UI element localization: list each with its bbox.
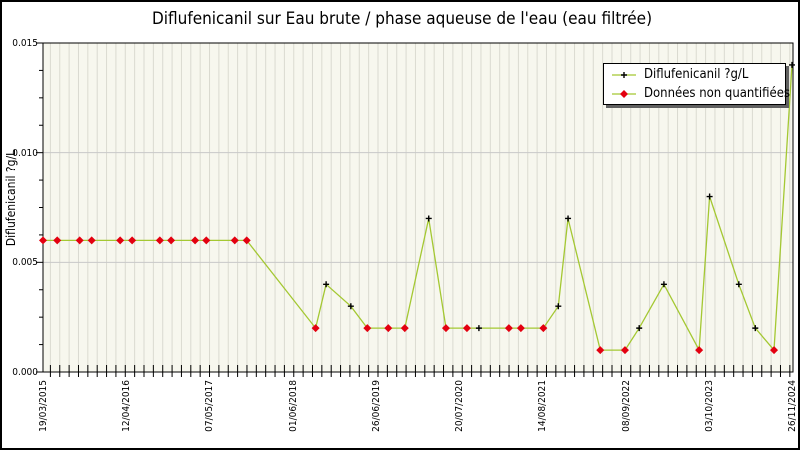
legend-item-non-quantified: Données non quantifiées: [611, 84, 790, 103]
non-quantified-point-marker: [167, 236, 176, 245]
non-quantified-point-marker: [539, 324, 548, 333]
non-quantified-point-marker: [504, 324, 513, 333]
x-tick-label: 19/03/2015: [38, 380, 49, 432]
x-tick-label: 20/07/2020: [454, 380, 466, 432]
non-quantified-point-marker: [39, 236, 47, 245]
non-quantified-point-marker: [75, 236, 84, 245]
x-tick-label: 07/05/2017: [204, 380, 216, 432]
non-quantified-point-marker: [155, 236, 164, 245]
quantified-point-marker: [789, 61, 795, 68]
non-quantified-point-marker: [311, 324, 320, 333]
quantified-point-marker: [323, 281, 330, 288]
quantified-point-marker: [636, 325, 643, 332]
legend-label-quantified: Diflufenicanil ?g/L: [644, 67, 749, 82]
non-quantified-point-marker: [116, 236, 125, 245]
non-quantified-point-marker: [596, 346, 605, 355]
legend-item-quantified: Diflufenicanil ?g/L: [611, 65, 785, 84]
x-tick-label: 26/06/2019: [370, 380, 382, 432]
non-quantified-point-marker: [230, 236, 239, 245]
non-quantified-point-marker: [202, 236, 211, 245]
quantified-point-marker: [475, 325, 482, 332]
quantified-point-marker: [425, 215, 432, 222]
non-quantified-point-marker: [128, 236, 137, 245]
y-tick-label: 0.005: [12, 257, 38, 269]
quantified-point-marker: [752, 325, 759, 332]
quantified-point-marker: [660, 281, 667, 288]
plot-frame: [42, 42, 794, 373]
legend-label-non-quantified: Données non quantifiées: [644, 86, 791, 101]
y-tick-label: 0.015: [12, 38, 38, 49]
non-quantified-point-marker: [400, 324, 409, 333]
non-quantified-point-marker: [384, 324, 393, 333]
x-tick-label: 12/04/2016: [121, 380, 133, 432]
non-quantified-point-marker: [87, 236, 96, 245]
quantified-point-marker: [555, 303, 562, 310]
non-quantified-point-marker: [620, 346, 629, 355]
non-quantified-point-marker: [770, 346, 779, 355]
quantified-point-marker: [347, 303, 354, 310]
x-tick-label: 03/10/2023: [703, 380, 715, 432]
non-quantified-series-marker-icon: [612, 89, 636, 98]
non-quantified-point-marker: [363, 324, 372, 333]
non-quantified-point-marker: [242, 236, 251, 245]
quantified-point-marker: [565, 215, 572, 222]
x-tick-label: 08/09/2022: [620, 380, 632, 432]
y-tick-label: 0.000: [12, 367, 38, 378]
y-tick-label: 0.010: [12, 147, 38, 159]
chart-legend: Diflufenicanil ?g/L Données non quantifi…: [603, 63, 790, 105]
non-quantified-point-marker: [695, 346, 704, 355]
chart-title: Diflufenicanil sur Eau brute / phase aqu…: [151, 9, 653, 29]
non-quantified-point-marker: [53, 236, 62, 245]
quantified-series-marker-icon: [612, 71, 636, 78]
non-quantified-point-marker: [462, 324, 471, 333]
quantified-point-marker: [706, 193, 713, 200]
x-tick-label: 14/08/2021: [537, 380, 549, 432]
non-quantified-point-marker: [191, 236, 200, 245]
quantified-point-marker: [735, 281, 742, 288]
non-quantified-point-marker: [441, 324, 450, 333]
x-tick-label: 01/06/2018: [287, 380, 299, 432]
x-tick-label: 26/11/2024: [787, 380, 798, 432]
non-quantified-point-marker: [516, 324, 525, 333]
